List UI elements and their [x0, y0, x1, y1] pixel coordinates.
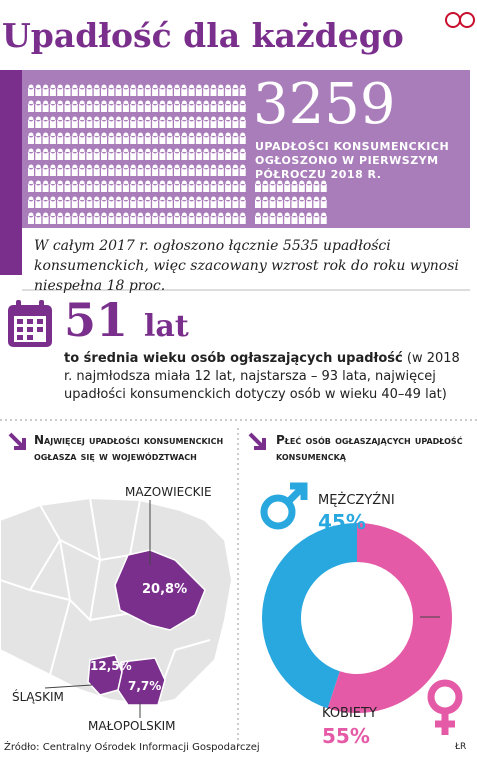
region-mazowieckie — [114, 549, 206, 631]
age-lead: to średnia wieku osób ogłaszających upad… — [64, 351, 403, 366]
legend-label: KOBIETY — [322, 706, 377, 721]
region-value: 20,8% — [142, 582, 188, 597]
region-name: ŚLĄSKIM — [12, 690, 64, 704]
calendar-icon — [8, 300, 52, 347]
accent-bar — [0, 70, 22, 275]
source: Źródło: Centralny Ośrodek Informacji Gos… — [4, 742, 260, 753]
age-value: 51 — [64, 293, 129, 347]
female-symbol — [427, 679, 463, 735]
legend-label: MĘŻCZYŹNI — [318, 493, 395, 508]
value-label: 45% — [318, 510, 366, 534]
region-name: MAŁOPOLSKIM — [88, 719, 176, 733]
chart-title: Płeć osób ogłaszających upadłość konsume… — [276, 433, 463, 463]
donut-slice — [327, 523, 453, 713]
highlight-text: UPADŁOŚCI KONSUMENCKICH OGŁOSZONO W PIER… — [255, 140, 450, 181]
age-text: to średnia wieku osób ogłaszających upad… — [64, 350, 469, 404]
leader-line — [44, 684, 93, 689]
highlight-number: 3259 — [253, 72, 396, 137]
value-label: 55% — [322, 724, 370, 748]
age-detail: (w 2018 r. najmłodsza miała 12 lat, najs… — [64, 351, 460, 402]
title: Upadłość dla każdego — [2, 16, 404, 55]
male-symbol — [260, 482, 308, 530]
age-figure: 51 lat — [64, 293, 189, 347]
map — [0, 496, 234, 718]
region-value: 12,5% — [90, 659, 132, 673]
donut-chart — [262, 523, 453, 713]
region-malopolskie — [117, 657, 166, 706]
donut-slice — [262, 523, 357, 709]
region-value: 7,7% — [128, 679, 162, 693]
credit: ŁR — [455, 742, 467, 752]
note: W całym 2017 r. ogłoszono łącznie 5535 u… — [34, 238, 459, 294]
age-unit: lat — [144, 309, 189, 344]
map-title: Najwięcej upadłości konsumenckich ogłasz… — [34, 433, 224, 463]
region-name: MAZOWIECKIE — [125, 485, 212, 499]
arrow-icon — [8, 432, 266, 450]
logo — [445, 12, 475, 28]
person-icons — [28, 84, 327, 224]
